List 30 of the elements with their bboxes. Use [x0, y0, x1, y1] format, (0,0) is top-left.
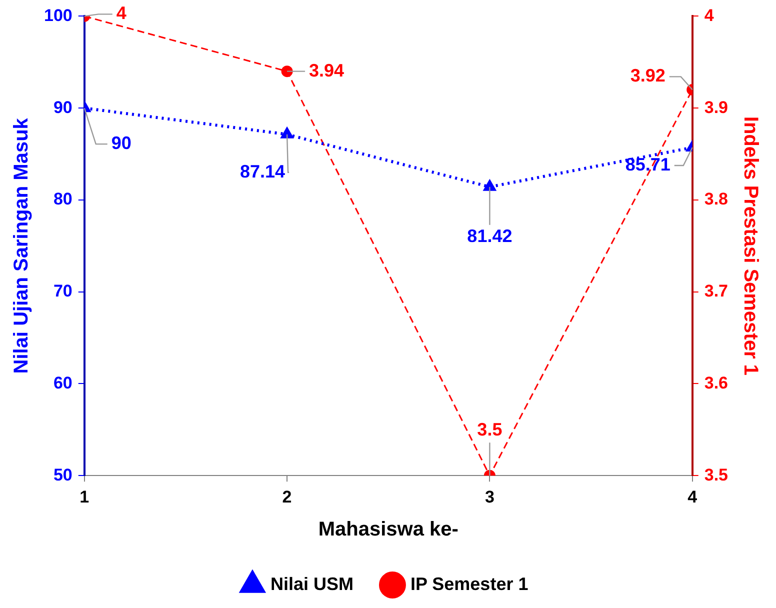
y2-tick-label: 3.6 [704, 373, 728, 392]
y-tick-label: 50 [53, 465, 72, 484]
y-tick-label: 100 [44, 6, 72, 25]
x-tick-label: 2 [282, 487, 292, 506]
y-axis-title: Nilai Ujian Saringan Masuk [10, 117, 33, 374]
y-tick-label: 60 [53, 373, 72, 392]
data-label: 85.71 [625, 154, 670, 174]
x-tick-label: 4 [688, 487, 698, 506]
data-label: 90 [111, 133, 132, 154]
y2-axis-title: Indeks Prestasi Semester 1 [739, 116, 762, 376]
y-tick-label: 80 [53, 190, 72, 209]
point [281, 66, 293, 78]
y-tick-label: 90 [53, 98, 72, 117]
y2-tick-label: 3.8 [704, 190, 728, 209]
y2-tick-label: 3.9 [704, 98, 728, 117]
x-axis-title: Mahasiswa ke- [318, 518, 458, 541]
data-label: 3.92 [630, 66, 666, 86]
x-tick-label: 3 [484, 487, 494, 506]
data-label: 3.94 [309, 60, 344, 80]
y2-tick-label: 3.5 [704, 465, 728, 484]
legend-label: Nilai USM [270, 574, 354, 594]
y2-tick-label: 4 [704, 6, 714, 25]
data-label: 4 [116, 3, 126, 24]
legend-label: IP Semester 1 [410, 574, 528, 594]
data-label: 3.5 [477, 420, 502, 440]
data-label: 81.42 [467, 226, 512, 246]
x-tick-label: 1 [80, 487, 90, 506]
data-label: 87.14 [240, 161, 286, 182]
y2-tick-label: 3.7 [704, 282, 728, 301]
y-tick-label: 70 [53, 282, 72, 301]
